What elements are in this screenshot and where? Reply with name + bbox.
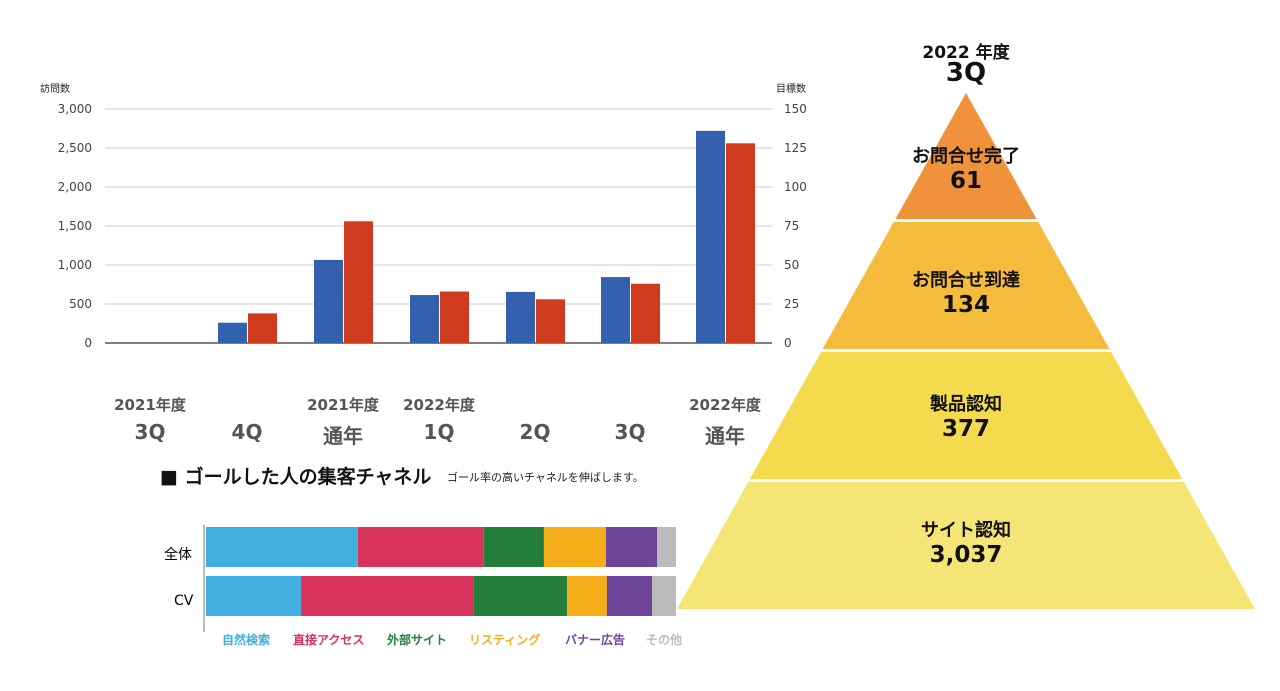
funnel-stage [822,222,1110,349]
category-quarter: 通年 [705,424,745,448]
funnel-stage [895,93,1037,219]
category-label: 2022年度 1Q [389,394,489,444]
bar-visits [314,259,343,343]
legend-item: 外部サイト [387,633,448,647]
bar-goals [440,291,469,343]
bar-goals [726,143,755,343]
funnel-quarter: 3Q [945,58,987,88]
category-quarter: 通年 [323,424,363,448]
bar-goals [536,299,565,343]
right-tick-label: 125 [784,141,807,155]
bar-visits [410,295,439,343]
left-tick-label: 500 [69,297,92,311]
legend-item: バナー広告 [565,633,626,647]
legend-item: リスティング [469,633,541,647]
bar-visits [218,322,247,343]
funnel-stage [749,352,1183,479]
legend-item: 自然検索 [222,633,271,647]
category-year: 2022年度 [689,396,761,414]
bar-goals [344,221,373,343]
funnel-year: 2022 年度 [922,43,1010,63]
category-label: 2Q [485,394,585,444]
funnel-stage-label: お問合せ完了 61 [816,142,1116,194]
category-year: 2021年度 [307,396,379,414]
segment-バナー広告 [605,527,658,567]
right-tick-label: 150 [784,102,807,116]
category-quarter: 3Q [614,420,646,444]
bar-goals [248,313,277,343]
category-label: 3Q [580,394,680,444]
stage-name: 製品認知 [930,394,1002,415]
segment-自然検索 [206,576,301,616]
left-tick-label: 3,000 [57,102,92,116]
stage-name: お問合せ到達 [912,270,1020,291]
category-quarter: 2Q [519,420,551,444]
segment-その他 [652,576,676,616]
channel-subtitle: ゴール率の高いチャネルを伸ばします。 [447,471,644,484]
segment-バナー広告 [606,576,653,616]
stage-name: お問合せ完了 [912,146,1020,167]
left-tick-label: 1,000 [57,258,92,272]
bar-visits [696,130,725,343]
category-label: 4Q [197,394,297,444]
legend-item: 直接アクセス [293,633,365,647]
funnel-stage-label: サイト認知 3,037 [816,516,1116,568]
category-quarter: 3Q [134,420,166,444]
category-quarter: 1Q [423,420,455,444]
right-tick-label: 100 [784,180,807,194]
left-tick-label: 0 [84,336,92,350]
right-tick-label: 0 [784,336,792,350]
row-label-cv: CV [174,593,194,609]
category-label: 2022年度通年 [675,394,775,449]
legend-item: その他 [646,633,683,647]
funnel-stage-label: お問合せ到達 134 [816,266,1116,318]
category-year [197,394,297,414]
bar-visits [601,277,630,343]
segment-直接アクセス [300,576,474,616]
funnel-stage-label: 製品認知 377 [816,390,1116,442]
segment-自然検索 [206,527,358,567]
segment-その他 [657,527,676,567]
row-label-all: 全体 [164,547,192,563]
right-tick-label: 25 [784,297,800,311]
left-axis-label: 訪問数 [40,84,70,95]
segment-リスティング [543,527,606,567]
stage-value: 3,037 [929,542,1003,568]
segment-直接アクセス [357,527,484,567]
category-year [485,394,585,414]
left-tick-label: 2,000 [57,180,92,194]
bar-visits [506,291,535,343]
left-tick-label: 2,500 [57,141,92,155]
segment-リスティング [566,576,607,616]
stage-value: 134 [941,292,990,318]
category-label: 2021年度 3Q [100,394,200,444]
segment-外部サイト [483,527,544,567]
funnel-stage [677,482,1255,609]
stage-value: 377 [941,416,990,442]
category-year: 2022年度 [403,396,475,414]
stage-name: サイト認知 [921,520,1011,541]
right-tick-label: 75 [784,219,800,233]
category-quarter: 4Q [231,420,263,444]
bar-goals [631,283,660,343]
stage-value: 61 [949,168,982,194]
segment-外部サイト [473,576,567,616]
right-axis-label: 目標数 [776,84,806,95]
category-year [580,394,680,414]
category-year: 2021年度 [114,396,186,414]
category-label: 2021年度通年 [293,394,393,449]
channel-title: ■ ゴールした人の集客チャネル [160,466,432,488]
left-tick-label: 1,500 [57,219,92,233]
right-tick-label: 50 [784,258,800,272]
